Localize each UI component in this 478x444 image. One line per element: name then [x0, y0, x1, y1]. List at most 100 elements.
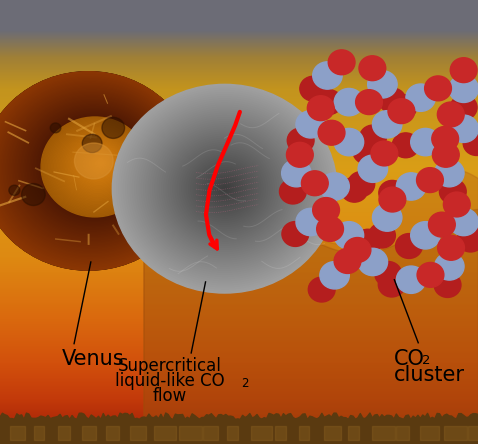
Circle shape [386, 186, 394, 195]
Circle shape [459, 66, 462, 68]
Circle shape [326, 127, 332, 134]
Circle shape [444, 192, 470, 217]
Circle shape [398, 174, 423, 197]
Circle shape [456, 81, 467, 92]
Circle shape [289, 166, 299, 175]
Circle shape [360, 157, 384, 179]
Circle shape [367, 163, 372, 168]
Circle shape [0, 85, 182, 255]
Circle shape [414, 92, 422, 99]
Circle shape [445, 109, 452, 115]
Circle shape [423, 174, 432, 182]
Circle shape [374, 112, 399, 135]
Circle shape [31, 109, 157, 226]
Circle shape [342, 135, 351, 144]
Circle shape [428, 79, 446, 95]
Circle shape [441, 259, 453, 270]
Circle shape [291, 168, 296, 173]
Circle shape [361, 95, 373, 106]
Circle shape [441, 279, 450, 287]
Circle shape [76, 143, 121, 186]
Circle shape [292, 132, 307, 147]
Circle shape [366, 131, 377, 141]
Circle shape [440, 104, 460, 123]
Circle shape [313, 198, 339, 222]
Circle shape [394, 99, 410, 113]
Circle shape [406, 84, 435, 111]
Circle shape [344, 231, 347, 234]
Circle shape [211, 176, 238, 201]
Circle shape [425, 270, 430, 274]
Circle shape [295, 150, 299, 154]
Circle shape [441, 150, 445, 154]
Circle shape [439, 237, 462, 258]
Circle shape [26, 106, 161, 230]
Circle shape [14, 96, 170, 241]
Circle shape [50, 123, 61, 133]
Circle shape [436, 146, 454, 162]
Circle shape [354, 177, 365, 187]
Circle shape [352, 246, 357, 250]
Circle shape [321, 220, 337, 235]
Circle shape [453, 60, 473, 79]
Circle shape [209, 174, 240, 203]
Circle shape [413, 90, 424, 101]
Circle shape [322, 206, 324, 208]
Circle shape [451, 77, 475, 99]
Circle shape [463, 131, 478, 155]
Circle shape [442, 151, 444, 153]
Circle shape [23, 103, 163, 233]
Circle shape [437, 220, 441, 224]
Circle shape [438, 163, 458, 181]
Circle shape [449, 75, 478, 103]
Circle shape [288, 129, 313, 151]
Circle shape [383, 277, 397, 289]
Circle shape [446, 110, 450, 114]
Circle shape [434, 273, 461, 297]
Circle shape [438, 148, 449, 158]
Circle shape [399, 103, 402, 105]
Circle shape [314, 63, 341, 88]
Circle shape [0, 71, 196, 271]
Circle shape [418, 169, 441, 190]
Circle shape [406, 275, 409, 278]
Circle shape [40, 116, 150, 218]
Circle shape [177, 145, 272, 233]
Circle shape [383, 92, 399, 107]
Circle shape [317, 202, 333, 216]
Circle shape [391, 101, 411, 120]
Circle shape [202, 168, 247, 210]
Circle shape [302, 78, 324, 99]
Circle shape [450, 198, 459, 206]
Circle shape [362, 127, 382, 146]
Circle shape [457, 83, 465, 90]
Circle shape [467, 134, 478, 151]
Circle shape [0, 80, 186, 260]
Circle shape [322, 70, 327, 75]
Circle shape [472, 139, 475, 141]
Circle shape [311, 279, 331, 298]
Circle shape [166, 135, 283, 243]
Circle shape [392, 103, 408, 117]
Circle shape [459, 218, 462, 220]
Circle shape [306, 82, 317, 92]
Circle shape [332, 53, 349, 70]
Circle shape [445, 262, 447, 265]
Circle shape [349, 185, 354, 189]
Circle shape [445, 185, 456, 195]
Circle shape [400, 238, 415, 252]
Circle shape [306, 83, 315, 91]
Circle shape [445, 194, 467, 214]
Circle shape [400, 270, 420, 288]
Circle shape [139, 109, 310, 268]
Circle shape [361, 57, 383, 78]
Circle shape [447, 186, 454, 192]
Circle shape [405, 242, 407, 244]
Text: CO: CO [394, 349, 425, 369]
Circle shape [460, 230, 478, 247]
Circle shape [337, 251, 357, 270]
Circle shape [443, 167, 450, 174]
Circle shape [432, 215, 450, 232]
Circle shape [461, 231, 477, 246]
Circle shape [448, 197, 462, 209]
